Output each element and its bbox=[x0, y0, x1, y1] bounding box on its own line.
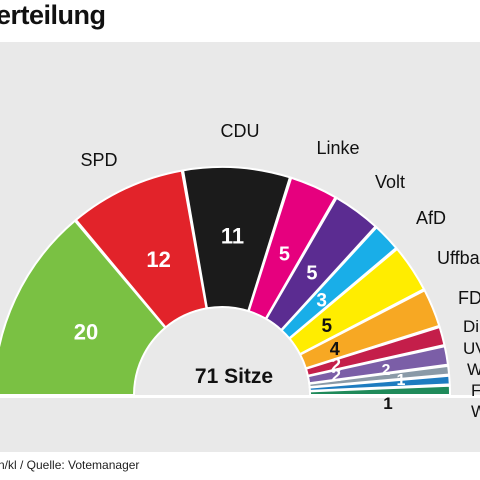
party-name-label: UV bbox=[463, 339, 480, 358]
value-label: 12 bbox=[146, 247, 170, 272]
value-label: 3 bbox=[316, 290, 327, 311]
chart-title: erteilung bbox=[0, 0, 106, 30]
value-label: 2 bbox=[382, 362, 391, 379]
baseline bbox=[0, 395, 480, 398]
party-name-label: Linke bbox=[316, 138, 359, 158]
value-label: 20 bbox=[74, 320, 98, 345]
value-label: 2 bbox=[332, 366, 341, 385]
chart-panel: 20 12 11 5 5 3 5 4 2 2 2 1 1 71 Sitze SPD CDU Linke Volt A… bbox=[0, 42, 480, 452]
center-total-label: 71 Sitze bbox=[195, 365, 273, 388]
value-label: 5 bbox=[279, 243, 290, 265]
value-label: 11 bbox=[221, 223, 244, 248]
party-name-label: Di bbox=[463, 317, 479, 336]
source-credit: n/kl / Quelle: Votemanager bbox=[0, 458, 140, 472]
seat-wedge-cdu bbox=[181, 166, 292, 313]
value-label: 4 bbox=[330, 339, 340, 359]
party-name-label: Uffba bbox=[437, 248, 480, 268]
value-label: 1 bbox=[383, 394, 392, 413]
seat-wedge-spd bbox=[74, 169, 208, 329]
value-label: 5 bbox=[306, 263, 317, 285]
party-name-label: CDU bbox=[221, 121, 260, 141]
value-label: 2 bbox=[331, 355, 341, 375]
party-name-label: Volt bbox=[375, 172, 405, 192]
party-name-label: AfD bbox=[416, 208, 446, 228]
party-name-label: SPD bbox=[80, 150, 117, 170]
party-name-label: F bbox=[471, 381, 480, 400]
seat-wedge-first bbox=[0, 219, 167, 396]
value-label: 1 bbox=[397, 372, 406, 389]
party-name-label: FD bbox=[458, 288, 480, 308]
title-bar: erteilung bbox=[0, 0, 480, 42]
footer: n/kl / Quelle: Votemanager bbox=[0, 452, 480, 480]
value-label: 5 bbox=[321, 316, 332, 337]
party-name-label: W bbox=[471, 402, 480, 421]
party-name-label: W bbox=[467, 360, 480, 379]
